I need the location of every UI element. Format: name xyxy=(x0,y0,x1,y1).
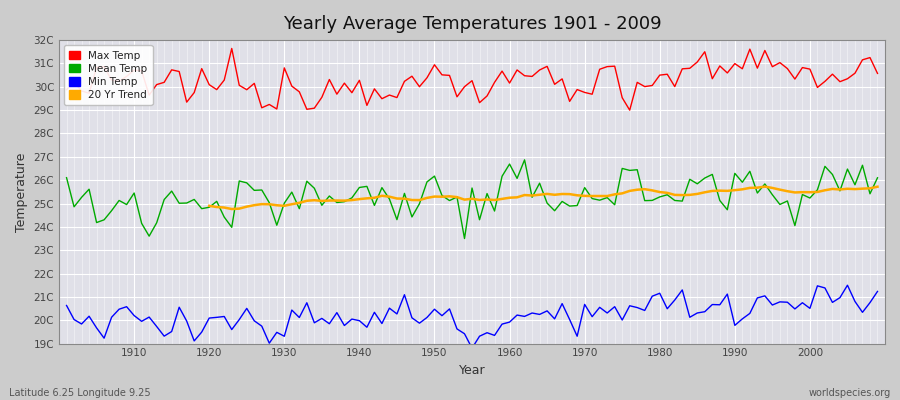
Title: Yearly Average Temperatures 1901 - 2009: Yearly Average Temperatures 1901 - 2009 xyxy=(283,15,662,33)
Y-axis label: Temperature: Temperature xyxy=(15,152,28,232)
Legend: Max Temp, Mean Temp, Min Temp, 20 Yr Trend: Max Temp, Mean Temp, Min Temp, 20 Yr Tre… xyxy=(64,45,152,105)
X-axis label: Year: Year xyxy=(459,364,485,377)
Text: Latitude 6.25 Longitude 9.25: Latitude 6.25 Longitude 9.25 xyxy=(9,388,150,398)
Text: worldspecies.org: worldspecies.org xyxy=(809,388,891,398)
